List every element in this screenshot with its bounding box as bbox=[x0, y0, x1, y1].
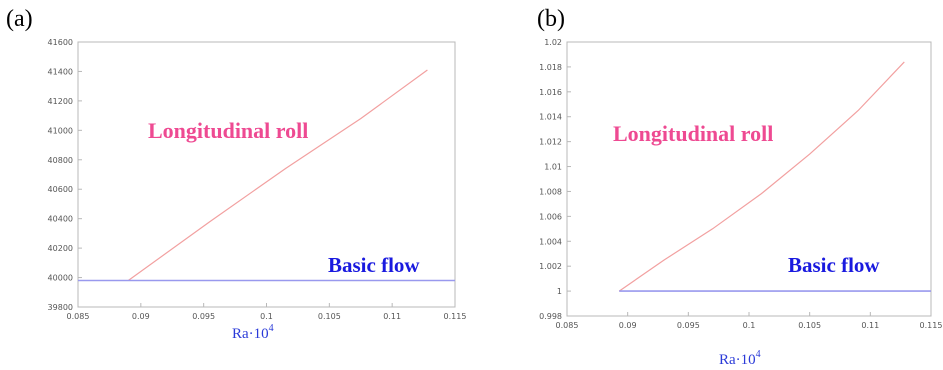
panel-b-y-tick-label: 1.004 bbox=[539, 237, 562, 246]
panel-a-y-tick-label: 41400 bbox=[48, 67, 73, 76]
panel-b-series bbox=[618, 61, 931, 292]
panel-a-x-axis-label-base: Ra·10 bbox=[232, 326, 269, 342]
panel-b-y-tick-label: 1 bbox=[557, 287, 562, 296]
panel-b-y-tick-label: 1.012 bbox=[539, 138, 562, 147]
panel-b-x-tick-label: 0.105 bbox=[798, 321, 821, 330]
panel-a-x-ticks: 0.085 0.09 0.095 0.1 0.105 0.11 0.115 bbox=[67, 303, 467, 321]
panel-b-x-ticks: 0.085 0.09 0.095 0.1 0.105 0.11 0.115 bbox=[556, 312, 943, 330]
panel-b-y-tick-label: 1.006 bbox=[539, 212, 562, 221]
panel-a-y-tick-label: 40000 bbox=[48, 274, 73, 283]
panel-b-y-tick-label: 1.002 bbox=[539, 262, 562, 271]
panel-a-x-tick-label: 0.095 bbox=[192, 312, 215, 321]
panel-b-series-longitudinal-roll bbox=[618, 61, 905, 292]
panel-a-x-tick-label: 0.09 bbox=[132, 312, 150, 321]
panel-a-x-tick-label: 0.105 bbox=[318, 312, 341, 321]
panel-a-y-tick-label: 40600 bbox=[48, 185, 73, 194]
panel-b-x-tick-label: 0.1 bbox=[743, 321, 756, 330]
panel-a-x-tick-label: 0.115 bbox=[444, 312, 467, 321]
panel-a-y-ticks: 39800 40000 40200 40400 40600 40800 41000 41200… bbox=[48, 38, 82, 312]
panel-a-y-tick-label: 40400 bbox=[48, 215, 73, 224]
panel-b-y-tick-label: 0.998 bbox=[539, 312, 562, 321]
panel-b-y-tick-label: 1.016 bbox=[539, 88, 562, 97]
panel-a-annotation-longitudinal-roll: Longitudinal roll bbox=[148, 118, 308, 143]
panel-b-y-tick-label: 1.008 bbox=[539, 187, 562, 196]
panel-a-annotation-basic-flow: Basic flow bbox=[328, 253, 420, 277]
panel-a-x-tick-label: 0.11 bbox=[383, 312, 401, 321]
panel-a-x-axis-label-superscript: 4 bbox=[269, 323, 274, 334]
panel-b-annotation-basic-flow: Basic flow bbox=[788, 253, 880, 277]
panel-b: (b) 0.085 0.09 0.095 0.1 0.105 0.11 0.115 0.99… bbox=[537, 6, 942, 368]
panel-b-x-tick-label: 0.11 bbox=[861, 321, 879, 330]
panel-a: (a) 0.085 0.09 0.095 0.1 0.105 0.11 0.115 3980… bbox=[6, 6, 466, 342]
panel-b-x-tick-label: 0.095 bbox=[677, 321, 700, 330]
panel-b-y-tick-label: 1.01 bbox=[544, 163, 562, 172]
panel-a-y-tick-label: 41200 bbox=[48, 97, 73, 106]
panel-b-annotation-longitudinal-roll: Longitudinal roll bbox=[613, 121, 773, 146]
panel-b-y-tick-label: 1.014 bbox=[539, 113, 562, 122]
panel-b-y-tick-label: 1.02 bbox=[544, 38, 562, 47]
panel-a-series-longitudinal-roll bbox=[127, 69, 428, 281]
panel-b-x-axis-label-superscript: 4 bbox=[756, 349, 761, 360]
panel-b-x-axis-label-base: Ra·10 bbox=[719, 352, 756, 368]
panel-b-x-axis-label: Ra·104 bbox=[719, 349, 761, 368]
panel-b-x-tick-label: 0.085 bbox=[556, 321, 579, 330]
panel-b-label: (b) bbox=[537, 6, 565, 32]
panel-a-x-tick-label: 0.1 bbox=[260, 312, 273, 321]
panel-a-x-tick-label: 0.085 bbox=[67, 312, 90, 321]
panel-a-series bbox=[78, 69, 455, 282]
panel-b-x-tick-label: 0.09 bbox=[619, 321, 637, 330]
panel-a-y-tick-label: 40200 bbox=[48, 244, 73, 253]
panel-a-x-axis-label: Ra·104 bbox=[232, 323, 274, 342]
panel-a-y-tick-label: 40800 bbox=[48, 156, 73, 165]
panel-a-y-tick-label: 41000 bbox=[48, 126, 73, 135]
panel-b-x-tick-label: 0.115 bbox=[920, 321, 943, 330]
panel-b-y-tick-label: 1.018 bbox=[539, 63, 562, 72]
panel-a-y-tick-label: 39800 bbox=[48, 303, 73, 312]
panel-a-label: (a) bbox=[6, 6, 33, 32]
panel-a-y-tick-label: 41600 bbox=[48, 38, 73, 47]
panel-b-y-ticks: 0.998 1 1.002 1.004 1.006 1.008 1.01 1.012 1.014… bbox=[539, 38, 571, 321]
